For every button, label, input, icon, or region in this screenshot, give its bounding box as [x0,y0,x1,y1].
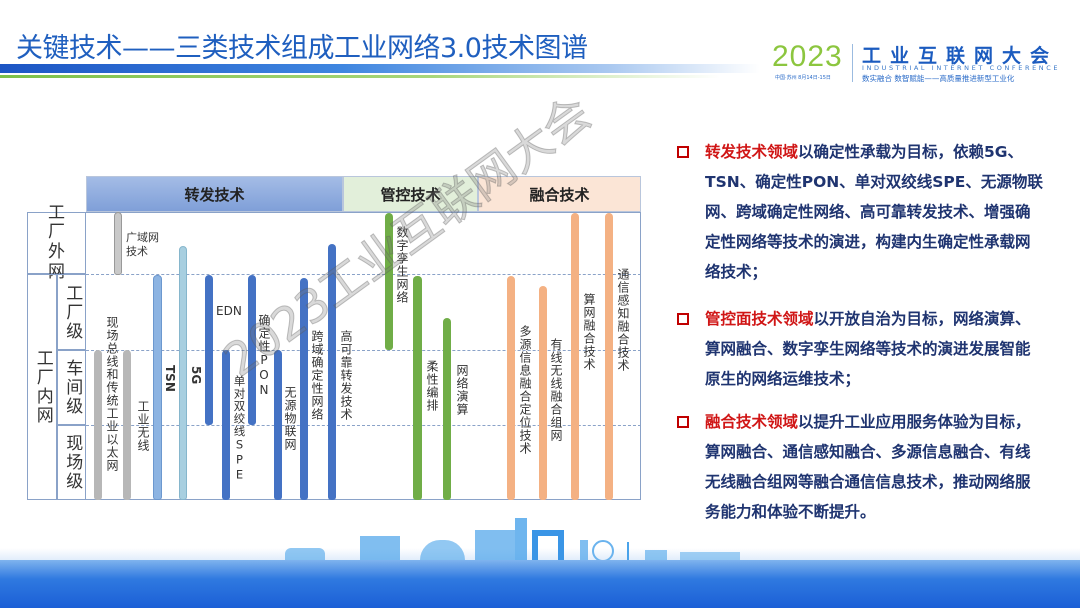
category-forwarding: 转发技术 [86,176,343,212]
tower-icon [515,518,527,562]
logo-name: 工业互联网大会 [862,45,1059,67]
slide-title: 关键技术——三类技术组成工业网络3.0技术图谱 [16,33,588,64]
gate-of-orient-icon [532,530,564,562]
level-workshop: 车间级 [57,350,86,425]
bullet-fusion: 融合技术领域以提升工业应用服务体验为目标，算网融合、通信感知融合、多源信息融合、… [705,413,1031,521]
bullet-square-icon [677,146,689,158]
logo-year: 2023 [772,40,843,73]
label-digital-twin: 数字孪生网络 [395,226,409,304]
bar-5g [179,246,187,500]
eiffel-icon [580,540,588,562]
category-control: 管控技术 [343,176,478,212]
bridge-icon [420,540,465,562]
bar-fieldbus-1 [94,350,102,500]
label-compute-network: 算网融合技术 [582,293,596,371]
row-outer-network: 工厂外网 [27,203,86,281]
level-field: 现场级 [57,425,86,500]
bar-wan [114,212,122,275]
bar-edn [205,275,213,425]
label-fieldbus: 现场总线和传统工业以太网 [105,316,119,472]
logo-location-date: 中国·苏州 8月14日-15日 [775,75,831,81]
title-underline-blue [0,64,760,73]
label-passive-iot: 无源物联网 [283,386,297,451]
divider-outer-inner [86,274,641,275]
label-spe: 单对双绞线SPE [232,375,247,483]
footer-band [0,560,1080,608]
logo-english: INDUSTRIAL INTERNET CONFERENCE [862,64,1061,72]
robot-arm-icon [285,548,325,562]
bar-fieldbus-2 [123,350,131,500]
label-pon: 确定性PON [257,314,271,398]
label-network-calculus: 网络演算 [455,364,469,416]
label-positioning: 多源信息融合定位技术 [518,325,532,455]
bar-wired-wireless [539,286,547,500]
divider-factory-workshop [86,350,641,351]
label-orchestration: 柔性编排 [425,360,439,412]
label-5g: 5G [189,366,203,385]
bar-cross-domain [300,278,308,500]
bullet-forwarding: 转发技术领域以确定性承载为目标，依赖5G、TSN、确定性PON、单对双绞线SPE… [705,143,1043,281]
label-reliable-forwarding: 高可靠转发技术 [339,330,353,421]
label-cross-domain: 跨域确定性网络 [310,330,324,421]
buildings-icon [680,552,740,562]
row-inner-network: 工厂内网 [27,274,57,500]
bar-pon [248,275,256,425]
solar-panel-icon [645,550,667,562]
bar-digital-twin [385,213,393,350]
bar-orchestration [413,276,422,500]
wind-turbine-icon [627,542,629,562]
logo-divider [852,44,853,82]
bar-passive-iot [274,350,282,500]
logo-slogan: 数实融合 数智赋能——高质量推进新型工业化 [862,74,1015,83]
label-wan: 广域网技术 [126,231,159,258]
bullet-square-icon [677,313,689,325]
bullet-square-icon [677,416,689,428]
bar-sensing-fusion [605,213,613,500]
label-wireless: 工业无线 [136,400,150,452]
bullet-control: 管控面技术领域以开放自治为目标，网络演算、算网融合、数字孪生网络等技术的演进发展… [705,310,1031,388]
label-edn: EDN [216,304,242,318]
divider-workshop-field [86,425,641,426]
ferris-wheel-icon [592,540,614,562]
grid-area [86,212,641,500]
bar-network-calculus [443,318,451,500]
level-factory: 工厂级 [57,274,86,350]
bar-reliable-forwarding [328,244,336,500]
bar-spe [222,350,230,500]
factory-icon [360,536,400,562]
bar-positioning [507,276,515,500]
bar-tsn [153,275,162,500]
category-fusion: 融合技术 [478,176,641,212]
label-tsn: TSN [163,365,177,392]
label-wired-wireless: 有线无线融合组网 [549,338,563,442]
pagoda-icon [475,530,515,562]
title-underline-green [0,75,720,78]
label-sensing-fusion: 通信感知融合技术 [616,268,630,372]
bar-compute-network [571,213,579,500]
